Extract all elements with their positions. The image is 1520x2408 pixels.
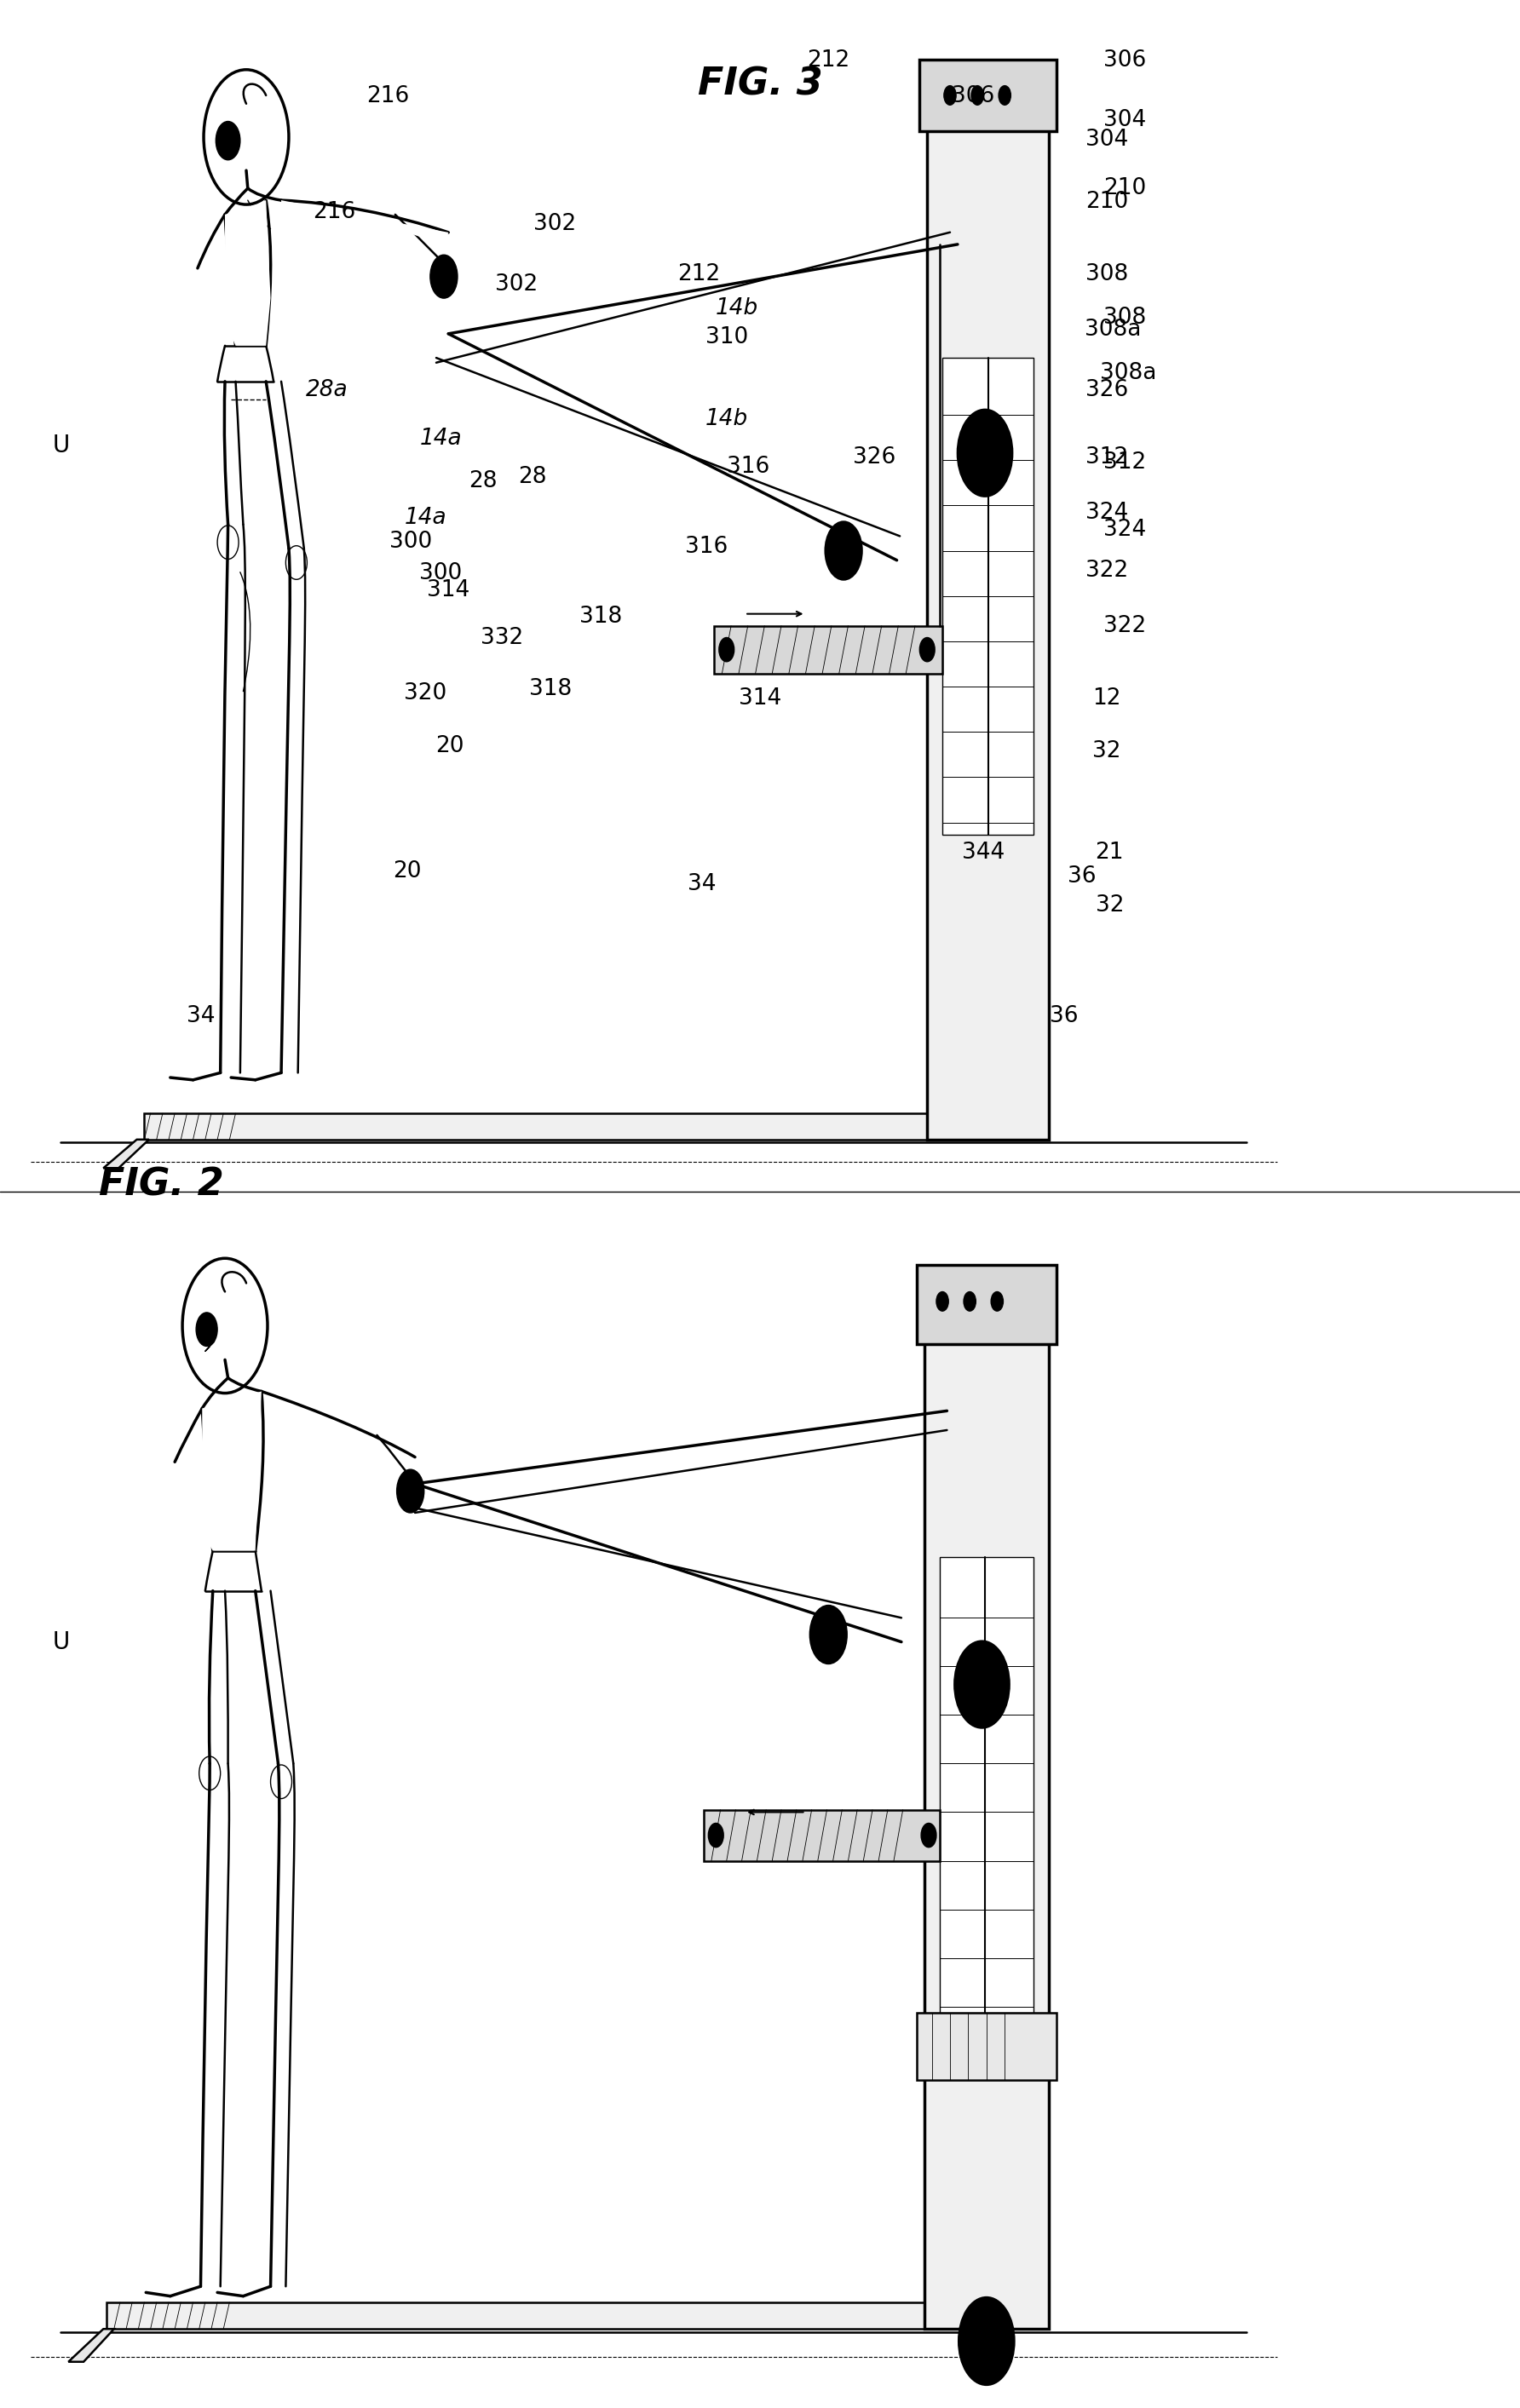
Bar bbox=[924, 1296, 1049, 2329]
Circle shape bbox=[719, 638, 734, 662]
Text: 306: 306 bbox=[952, 84, 994, 108]
Bar bbox=[942, 359, 1034, 836]
Text: 324: 324 bbox=[1085, 501, 1128, 525]
Text: 322: 322 bbox=[1085, 559, 1128, 583]
Text: 28: 28 bbox=[470, 470, 497, 494]
Text: 300: 300 bbox=[420, 561, 462, 585]
Text: 210: 210 bbox=[1085, 190, 1128, 214]
Polygon shape bbox=[225, 200, 271, 347]
Circle shape bbox=[810, 1606, 847, 1664]
Circle shape bbox=[977, 2326, 996, 2355]
Circle shape bbox=[991, 1291, 1003, 1310]
Text: 21: 21 bbox=[1096, 840, 1123, 864]
Text: 318: 318 bbox=[529, 677, 572, 701]
Text: 14b: 14b bbox=[705, 407, 748, 431]
Polygon shape bbox=[103, 1139, 149, 1168]
Text: 304: 304 bbox=[1085, 128, 1128, 152]
Bar bbox=[106, 2302, 1018, 2329]
Text: 312: 312 bbox=[1104, 450, 1146, 474]
Text: 28: 28 bbox=[518, 465, 546, 489]
Circle shape bbox=[944, 87, 956, 106]
Text: 302: 302 bbox=[496, 272, 538, 296]
Polygon shape bbox=[281, 200, 448, 243]
Text: 14a: 14a bbox=[404, 506, 447, 530]
Text: 302: 302 bbox=[534, 212, 576, 236]
Text: 12: 12 bbox=[1093, 686, 1120, 710]
Text: 316: 316 bbox=[686, 535, 728, 559]
Text: 32: 32 bbox=[1096, 893, 1123, 917]
Text: 210: 210 bbox=[1104, 176, 1146, 200]
Text: 20: 20 bbox=[436, 734, 464, 759]
Circle shape bbox=[973, 433, 997, 472]
Circle shape bbox=[958, 409, 1012, 496]
Text: 36: 36 bbox=[1050, 1004, 1078, 1028]
Text: 34: 34 bbox=[689, 872, 716, 896]
Bar bbox=[144, 1112, 1018, 1139]
Text: 326: 326 bbox=[1085, 378, 1128, 402]
Text: 316: 316 bbox=[727, 455, 769, 479]
Text: 212: 212 bbox=[678, 262, 720, 287]
Bar bbox=[704, 1811, 939, 1861]
Circle shape bbox=[971, 87, 983, 106]
Circle shape bbox=[708, 1823, 724, 1847]
Circle shape bbox=[216, 120, 240, 159]
Text: 306: 306 bbox=[1104, 48, 1146, 72]
Text: 344: 344 bbox=[962, 840, 1005, 864]
Text: 28a: 28a bbox=[306, 378, 348, 402]
Text: 320: 320 bbox=[404, 681, 447, 706]
Circle shape bbox=[955, 1642, 1009, 1729]
Text: U: U bbox=[52, 1630, 70, 1654]
Text: 308a: 308a bbox=[1084, 318, 1142, 342]
Bar bbox=[920, 60, 1056, 130]
Text: 318: 318 bbox=[579, 604, 622, 628]
Text: 34: 34 bbox=[187, 1004, 214, 1028]
Circle shape bbox=[430, 255, 458, 299]
Text: 216: 216 bbox=[313, 200, 356, 224]
Text: 312: 312 bbox=[1085, 445, 1128, 470]
Text: FIG. 2: FIG. 2 bbox=[99, 1165, 223, 1204]
Bar bbox=[714, 626, 942, 674]
Text: 322: 322 bbox=[1104, 614, 1146, 638]
Text: 212: 212 bbox=[807, 48, 850, 72]
Circle shape bbox=[196, 1312, 217, 1346]
Text: 300: 300 bbox=[389, 530, 432, 554]
Bar bbox=[917, 1264, 1056, 1344]
Bar bbox=[939, 1556, 1034, 2018]
Circle shape bbox=[970, 1666, 994, 1705]
Bar bbox=[927, 92, 1049, 1139]
Text: 324: 324 bbox=[1104, 518, 1146, 542]
Polygon shape bbox=[68, 2329, 114, 2362]
Circle shape bbox=[920, 638, 935, 662]
Text: 314: 314 bbox=[739, 686, 781, 710]
Text: 332: 332 bbox=[480, 626, 523, 650]
Text: U: U bbox=[52, 433, 70, 458]
Text: 14a: 14a bbox=[420, 426, 462, 450]
Text: 14b: 14b bbox=[716, 296, 758, 320]
Text: 216: 216 bbox=[366, 84, 409, 108]
Circle shape bbox=[936, 1291, 948, 1310]
Text: 308: 308 bbox=[1085, 262, 1128, 287]
Text: FIG. 3: FIG. 3 bbox=[698, 65, 822, 104]
Circle shape bbox=[964, 1291, 976, 1310]
Circle shape bbox=[999, 87, 1011, 106]
Circle shape bbox=[825, 523, 862, 580]
Text: 326: 326 bbox=[853, 445, 895, 470]
Text: 32: 32 bbox=[1093, 739, 1120, 763]
Bar bbox=[917, 2013, 1056, 2081]
Text: 310: 310 bbox=[705, 325, 748, 349]
Text: 308a: 308a bbox=[1099, 361, 1157, 385]
Text: 20: 20 bbox=[394, 860, 421, 884]
Text: 314: 314 bbox=[427, 578, 470, 602]
Polygon shape bbox=[202, 1392, 261, 1551]
Text: 308: 308 bbox=[1104, 306, 1146, 330]
Circle shape bbox=[959, 2297, 1014, 2384]
Circle shape bbox=[921, 1823, 936, 1847]
Circle shape bbox=[397, 1469, 424, 1512]
Text: 36: 36 bbox=[1069, 864, 1096, 889]
Text: 304: 304 bbox=[1104, 108, 1146, 132]
